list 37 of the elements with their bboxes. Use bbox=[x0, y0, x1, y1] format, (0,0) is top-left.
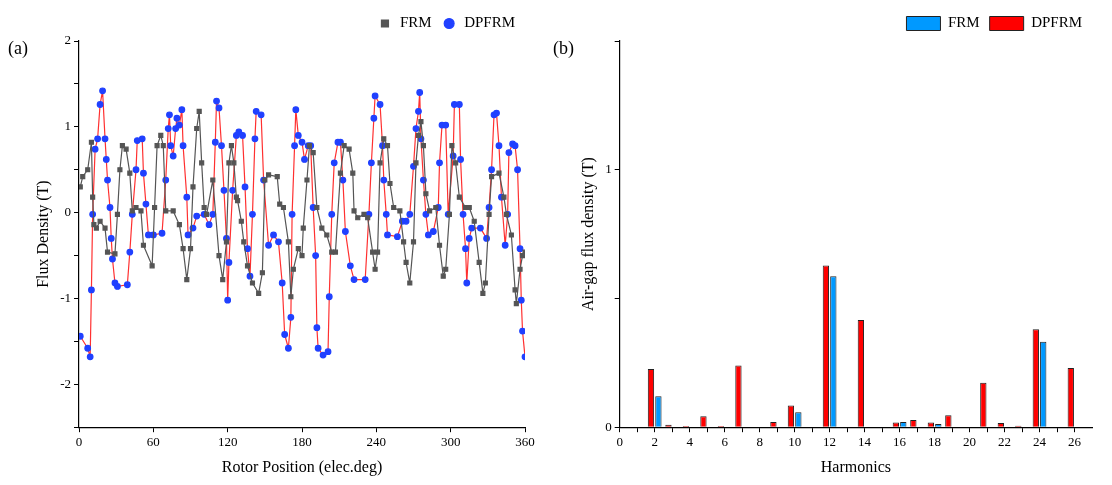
x-tick-label: 0 bbox=[75, 434, 83, 450]
x-tick-label: 4 bbox=[686, 434, 694, 450]
y-tick-label: 0 bbox=[64, 204, 72, 220]
x-tick-label: 18 bbox=[928, 434, 942, 450]
y-tick-label: 1 bbox=[605, 161, 612, 177]
y-tick-label: -2 bbox=[60, 375, 72, 391]
legend-label: DPFRM bbox=[464, 14, 515, 31]
x-tick-label: 24 bbox=[1033, 434, 1047, 450]
x-tick-label: 22 bbox=[998, 434, 1012, 450]
x-tick-label: 12 bbox=[823, 434, 837, 450]
x-tick-label: 360 bbox=[515, 434, 535, 450]
x-tick-label: 60 bbox=[146, 434, 160, 450]
legend-label: DPFRM bbox=[1031, 14, 1082, 31]
x-tick-label: 240 bbox=[366, 434, 387, 450]
x-tick-label: 180 bbox=[292, 434, 312, 450]
x-tick-label: 16 bbox=[893, 434, 907, 450]
y-tick-label: 2 bbox=[64, 32, 72, 48]
x-tick-label: 6 bbox=[721, 434, 729, 450]
x-axis-title: Harmonics bbox=[820, 457, 891, 475]
x-tick-label: 14 bbox=[858, 434, 872, 450]
x-tick-label: 2 bbox=[651, 434, 658, 450]
x-tick-label: 10 bbox=[788, 434, 802, 450]
x-axis-title: Rotor Position (elec.deg) bbox=[221, 457, 383, 476]
x-tick-label: 8 bbox=[756, 434, 763, 450]
x-tick-label: 300 bbox=[440, 434, 461, 450]
x-tick-label: 26 bbox=[1068, 434, 1082, 450]
chart-title: (a) bbox=[8, 37, 28, 59]
y-axis-title: Flux Density (T) bbox=[33, 180, 52, 288]
y-tick-label: -1 bbox=[60, 289, 72, 305]
y-axis-title: Air-gap flux density (T) bbox=[578, 157, 597, 312]
chart-title: (b) bbox=[553, 37, 574, 59]
legend-label: FRM bbox=[399, 14, 432, 31]
y-tick-label: 1 bbox=[64, 118, 72, 134]
x-tick-label: 120 bbox=[217, 434, 238, 450]
legend-label: FRM bbox=[947, 14, 980, 31]
x-tick-label: 0 bbox=[616, 434, 623, 450]
x-tick-label: 20 bbox=[963, 434, 977, 450]
